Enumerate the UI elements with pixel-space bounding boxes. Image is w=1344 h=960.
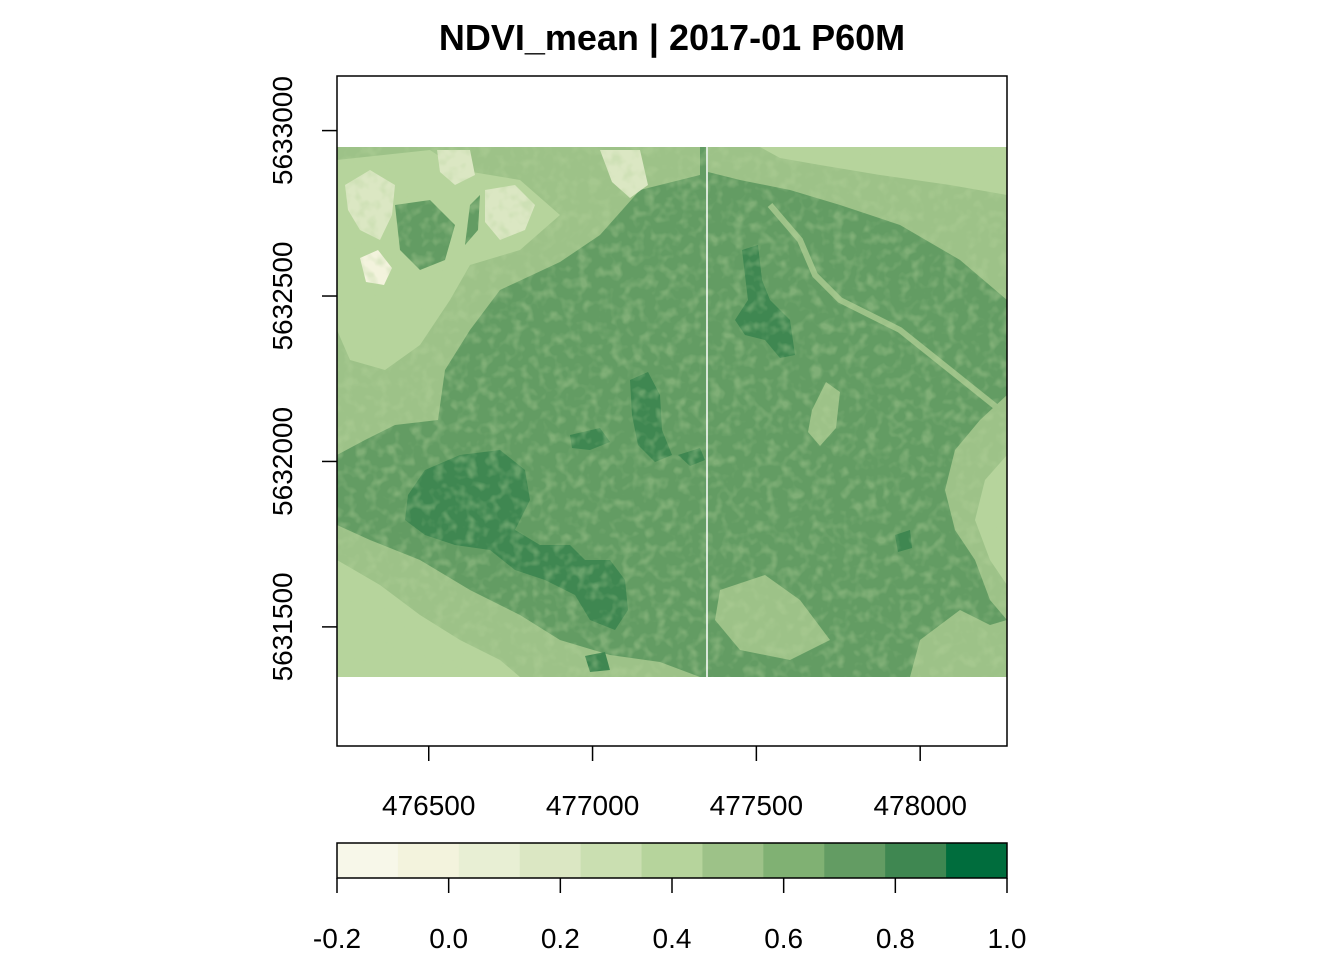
colorbar-segment xyxy=(824,843,886,878)
y-tick-label: 5633000 xyxy=(267,76,298,185)
colorbar-segment xyxy=(580,843,643,878)
x-tick-label: 478000 xyxy=(873,790,966,821)
y-tick-label: 5632500 xyxy=(267,242,298,351)
y-tick-label: 5631500 xyxy=(267,572,298,681)
raster-texture xyxy=(337,147,1007,677)
y-axis: 5633000 5632500 5632000 5631500 xyxy=(267,76,337,681)
x-tick-label: 477000 xyxy=(546,790,639,821)
x-axis: 476500 477000 477500 478000 xyxy=(382,746,967,821)
colorbar-segment xyxy=(519,843,582,878)
ndvi-raster xyxy=(337,147,1007,677)
colorbar-legend: -0.2 0.0 0.2 0.4 0.6 0.8 1.0 xyxy=(313,842,1027,954)
colorbar-tick-label: 0.4 xyxy=(653,923,692,954)
map-title: NDVI_mean | 2017-01 P60M xyxy=(439,17,905,59)
colorbar-segment xyxy=(763,843,825,878)
colorbar-segment xyxy=(337,843,399,878)
colorbar-segment xyxy=(397,843,460,878)
colorbar-segment xyxy=(702,843,764,878)
colorbar-segment xyxy=(458,843,521,878)
x-tick-label: 477500 xyxy=(710,790,803,821)
colorbar-tick-label: -0.2 xyxy=(313,923,361,954)
colorbar-tick-label: 0.0 xyxy=(429,923,468,954)
plot-frame xyxy=(336,75,1008,747)
colorbar-segment xyxy=(946,843,1008,878)
colorbar-tick-label: 0.6 xyxy=(764,923,803,954)
colorbar-segment xyxy=(885,843,947,878)
x-tick-label: 476500 xyxy=(382,790,475,821)
colorbar-segment xyxy=(641,843,703,878)
y-tick-label: 5632000 xyxy=(267,407,298,516)
colorbar-tick-label: 1.0 xyxy=(988,923,1027,954)
colorbar-tick-label: 0.2 xyxy=(541,923,580,954)
colorbar-tick-label: 0.8 xyxy=(876,923,915,954)
